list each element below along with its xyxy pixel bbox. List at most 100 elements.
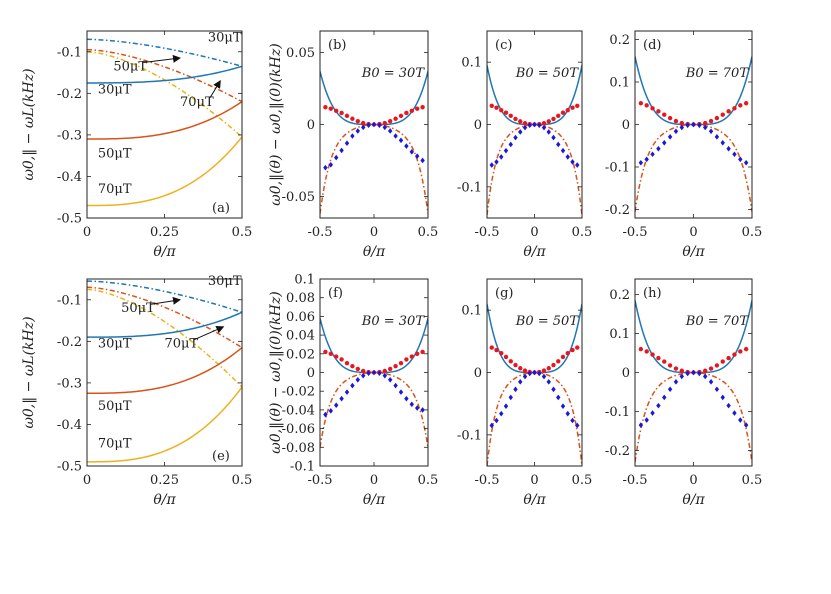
blue-data-point [673,128,679,135]
red-data-point [334,354,339,359]
x-tick-label: 0.5 [572,225,593,240]
y-axis-label: ω0,‖ − ωL(kHz) [21,316,37,428]
blue-data-point [489,422,494,429]
curve-annotation: 50μT [121,301,155,316]
red-data-point [499,350,504,356]
blue-data-point [738,156,743,163]
blue-data-point [560,147,566,154]
red-data-point [339,110,344,116]
blue-data-point [361,372,366,379]
plot-area [87,280,242,463]
series-line [87,346,242,395]
blue-data-point [527,370,532,377]
x-tick-label: 0.5 [232,225,253,240]
y-tick-label: -0.2 [605,444,630,459]
red-data-point [556,359,561,364]
x-tick-label: 0.5 [572,473,593,488]
y-tick-label: -0.02 [282,385,315,400]
red-data-point [570,105,575,110]
blue-data-point [339,147,344,154]
red-data-point [522,368,528,373]
red-data-point [560,110,566,115]
blue-data-point [697,370,702,377]
panel-label: (h) [643,286,662,301]
blue-data-point [344,140,350,146]
blue-data-point [344,389,350,395]
curve-annotation: 30μT [98,82,132,97]
blue-data-point [532,121,537,128]
blue-data-point [350,133,355,139]
red-data-point [499,107,504,113]
red-data-point [679,368,684,373]
blue-data-point [388,128,393,134]
y-tick-label: -0.06 [282,422,315,437]
x-axis-label: θ/π [523,492,546,508]
annotation-arrow [209,80,221,99]
red-data-point [489,345,494,350]
red-data-point [575,345,580,350]
blue-data-point [726,145,731,152]
red-data-point [344,113,350,119]
blue-data-point [494,417,499,424]
y-tick-label: 0.02 [286,347,315,362]
blue-data-point [679,124,684,131]
panel-b: -0.5 0 0.5 -0.05 0 0.05 θ/π ω0,‖(θ) − ω0,‖(0)(k… [268,30,439,260]
blue-data-point [551,386,556,393]
red-data-point [644,103,649,108]
x-tick-label: 0.25 [150,473,179,488]
panel-c: -0.5 0 0.5 -0.1 0 0.1 θ/π B0 = 50T(c) [457,30,593,260]
red-data-point [328,351,333,356]
y-tick-label: -0.2 [57,87,82,102]
field-label: B0 = 30T [361,66,426,81]
blue-data-point [570,417,575,424]
panel-g: -0.5 0 0.5 -0.1 0 0.1 θ/π B0 = 50T(g) [457,278,593,508]
red-data-point [650,106,655,111]
blue-data-point [667,386,673,393]
y-tick-label: 0.05 [286,46,315,61]
red-data-point [415,106,420,111]
blue-data-point [371,369,377,376]
blue-data-point [714,386,720,393]
x-axis-label: θ/π [523,244,546,260]
blue-data-point [489,162,494,168]
red-data-point [513,116,518,122]
y-tick-label: -0.04 [282,403,315,418]
axes-frame [86,278,243,467]
red-data-point [714,363,720,368]
x-tick-label: -0.5 [307,225,332,240]
blue-data-point [662,394,667,401]
field-label: B0 = 70T [685,314,750,329]
red-data-point [720,112,725,117]
series-line [87,386,242,463]
plot-area [320,318,428,448]
x-tick-label: 0.5 [418,225,439,240]
y-tick-label: -0.5 [57,460,82,475]
curve-annotation: 30μT [98,337,132,352]
blue-data-point [388,376,393,383]
red-data-point [355,118,360,124]
x-tick-label: -0.5 [474,473,499,488]
blue-data-point [334,154,339,161]
red-data-point [513,362,518,368]
y-tick-label: 0 [474,366,482,381]
red-data-point [575,103,580,109]
panel-label: (a) [212,201,230,216]
blue-data-point [708,379,714,385]
series-line [87,101,242,140]
blue-data-point [570,159,575,165]
panel-d: -0.5 0 0.5 -0.2 -0.1 0 0.1 0.2 θ/π B0 = 70T (d) [605,30,762,260]
y-tick-label: -0.1 [57,45,82,60]
curve-annotation: 50μT [113,59,147,74]
blue-data-point [720,139,725,146]
axes-frame [634,278,753,467]
axes-frame [319,30,429,219]
annotation-arrow [194,325,225,341]
red-data-point [409,354,414,359]
blue-data-point [508,141,513,148]
blue-data-point [499,154,504,160]
panel-label: (c) [495,38,512,53]
blue-data-point [732,410,737,416]
lower-curve [320,371,428,448]
blue-data-point [420,407,425,413]
